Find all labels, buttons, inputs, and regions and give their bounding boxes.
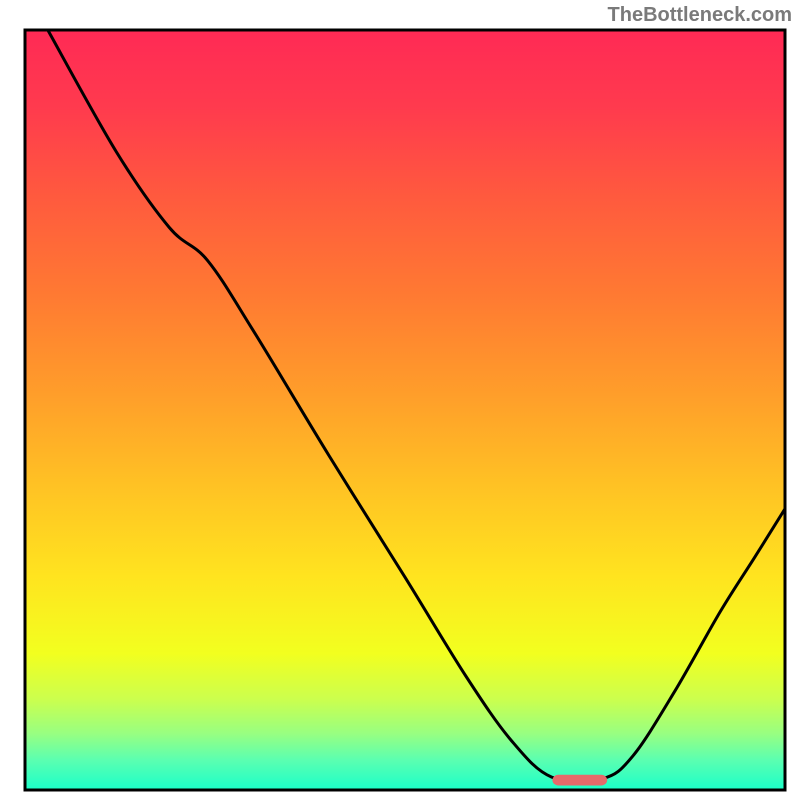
- bottleneck-chart: [0, 0, 800, 800]
- bottom-optimal-marker: [552, 775, 607, 786]
- watermark-text: TheBottleneck.com: [608, 4, 792, 27]
- gradient-background: [25, 30, 785, 790]
